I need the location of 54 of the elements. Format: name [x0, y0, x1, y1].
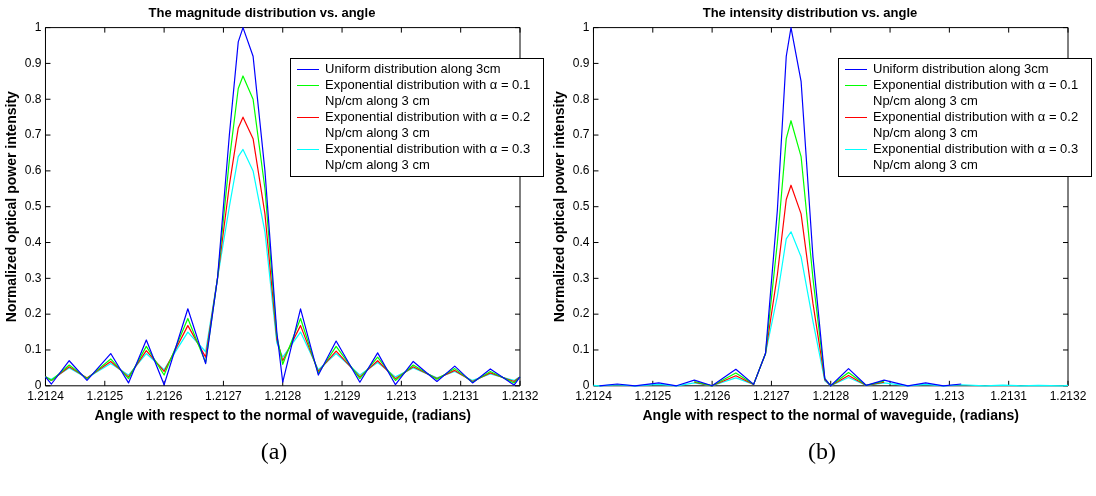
x-tick-label: 1.2127 [205, 389, 243, 404]
y-tick-label: 0.1 [24, 342, 42, 357]
x-tick-label: 1.213 [934, 389, 965, 404]
x-axis-title: Angle with respect to the normal of waveguide, (radians) [642, 407, 1019, 424]
x-tick-label: 1.2125 [86, 389, 124, 404]
x-tick-label: 1.2131 [990, 389, 1028, 404]
y-tick-label: 0.2 [24, 306, 42, 321]
x-axis-title: Angle with respect to the normal of waveguide, (radians) [94, 407, 471, 424]
x-tick-label: 1.2126 [693, 389, 731, 404]
x-tick-label: 1.213 [386, 389, 417, 404]
x-tick-label: 1.2132 [1049, 389, 1087, 404]
y-tick-label: 0.7 [572, 127, 590, 142]
y-tick-label: 0.2 [572, 306, 590, 321]
y-axis-title: Normalized optical power intensity [3, 90, 20, 323]
text: (a) [259, 438, 289, 465]
x-tick-label: 1.2127 [753, 389, 791, 404]
y-axis-title: Normalized optical power intensity [551, 90, 568, 323]
x-tick-label: 1.2125 [634, 389, 672, 404]
legend-label: Exponential distribution with α = 0.3 Np/cm along 3 cm [873, 141, 1080, 173]
y-tick-label: 0.9 [24, 55, 42, 70]
x-tick-label: 1.2131 [442, 389, 480, 404]
y-tick-label: 0.4 [24, 234, 42, 249]
x-tick-label: 1.2128 [264, 389, 302, 404]
y-tick-label: 0.3 [24, 270, 42, 285]
legend-label: Exponential distribution with α = 0.2 Np/cm along 3 cm [325, 109, 532, 141]
y-tick-label: 0.5 [572, 199, 590, 214]
y-tick-label: 0.8 [572, 91, 590, 106]
x-tick-label: 1.2129 [871, 389, 909, 404]
y-tick-label: 0.6 [24, 163, 42, 178]
y-tick-label: 0.5 [24, 199, 42, 214]
legend-label: Exponential distribution with α = 0.2 Np/cm along 3 cm [873, 109, 1080, 141]
y-tick-label: 0.9 [572, 55, 590, 70]
y-tick-label: 0.1 [572, 342, 590, 357]
chart-title: The intensity distribution vs. angle [702, 5, 918, 21]
x-tick-label: 1.2128 [812, 389, 850, 404]
legend-label: Exponential distribution with α = 0.1 Np/cm along 3 cm [873, 77, 1080, 109]
y-tick-label: 0.6 [572, 163, 590, 178]
chart-title: The magnitude distribution vs. angle [148, 5, 376, 21]
x-tick-label: 1.2124 [27, 389, 65, 404]
x-tick-label: 1.2132 [501, 389, 539, 404]
x-tick-label: 1.2129 [323, 389, 361, 404]
y-tick-label: 0.7 [24, 127, 42, 142]
legend-label: Exponential distribution with α = 0.1 Np/cm along 3 cm [325, 77, 532, 109]
legend-label: Exponential distribution with α = 0.3 Np/cm along 3 cm [325, 141, 532, 173]
y-tick-label: 1 [34, 19, 42, 34]
text: (b) [807, 438, 837, 465]
y-tick-label: 0.8 [24, 91, 42, 106]
y-tick-label: 1 [582, 19, 590, 34]
legend-label: Uniform distribution along 3cm [873, 61, 1050, 77]
x-tick-label: 1.2126 [145, 389, 183, 404]
legend-label: Uniform distribution along 3cm [325, 61, 502, 77]
x-tick-label: 1.2124 [575, 389, 613, 404]
y-tick-label: 0.3 [572, 270, 590, 285]
y-tick-label: 0.4 [572, 234, 590, 249]
